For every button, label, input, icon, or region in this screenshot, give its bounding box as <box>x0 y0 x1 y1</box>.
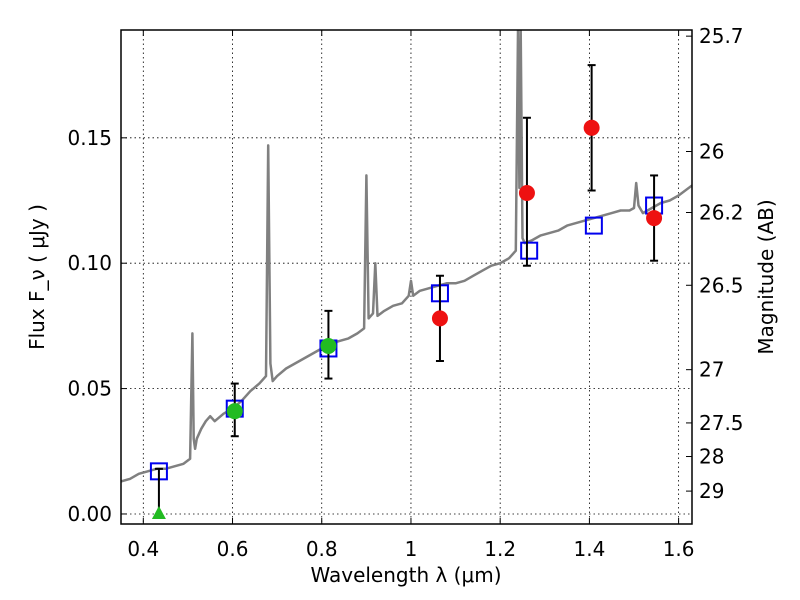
magnitude-tick-label: 27 <box>699 358 724 382</box>
magnitude-tick-label: 26 <box>699 140 724 164</box>
magnitude-tick-label: 25.7 <box>699 24 744 48</box>
magnitude-tick-label: 29 <box>699 479 724 503</box>
magnitude-tick-label: 28 <box>699 445 724 469</box>
y-tick-label: 0.05 <box>67 377 112 401</box>
x-tick-label: 1.6 <box>663 537 695 561</box>
x-axis-label: Wavelength λ (μm) <box>310 563 501 587</box>
x-tick-label: 0.6 <box>217 537 249 561</box>
magnitude-tick-labels: 25.7 26 26.2 26.5 27 27.5 28 29 <box>699 24 744 503</box>
y-tick-label: 0.10 <box>67 251 112 275</box>
magnitude-tick-label: 26.5 <box>699 273 744 297</box>
x-tick-labels: 0.4 0.6 0.8 1 1.2 1.4 1.6 <box>127 537 694 561</box>
model-point <box>520 241 539 260</box>
magnitude-axis-label: Magnitude (AB) <box>754 199 778 354</box>
axis-ticks <box>121 30 692 524</box>
magnitude-tick-label: 27.5 <box>699 411 744 435</box>
x-tick-label: 1.4 <box>573 537 605 561</box>
x-tick-label: 1 <box>405 537 418 561</box>
magnitude-tick-label: 26.2 <box>699 200 744 224</box>
x-tick-label: 0.4 <box>127 537 159 561</box>
plot-frame <box>120 29 693 525</box>
y-tick-label: 0.00 <box>67 502 112 526</box>
y-axis-label: Flux F_ν ( μJy ) <box>25 204 49 350</box>
model-spectrum-line <box>121 30 692 483</box>
plot-data <box>121 30 692 519</box>
plot-area <box>121 30 692 519</box>
y-tick-labels: 0.00 0.05 0.10 0.15 <box>67 126 112 526</box>
y-tick-label: 0.15 <box>67 126 112 150</box>
model-point <box>584 216 603 235</box>
nir-detection-point <box>646 210 663 227</box>
nir-detection-point <box>518 184 535 201</box>
x-tick-label: 1.2 <box>484 537 516 561</box>
upper-limit-marker <box>151 505 166 519</box>
nir-detection-point <box>583 119 600 136</box>
grid-lines <box>121 30 692 524</box>
optical-detection-point <box>320 337 337 354</box>
nir-detection-point <box>431 310 448 327</box>
x-tick-label: 0.8 <box>306 537 338 561</box>
optical-detection-point <box>226 403 243 420</box>
